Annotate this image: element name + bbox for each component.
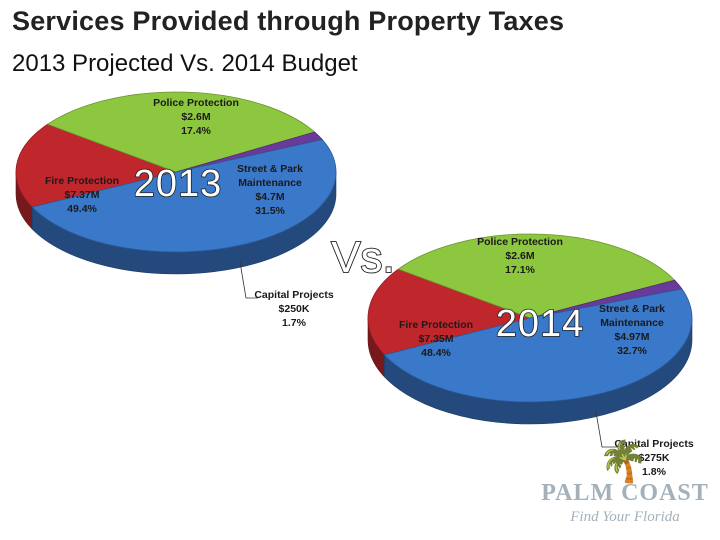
slice-label-name: Police Protection [477,236,563,248]
slice-label-amount: $7.35M [418,333,453,345]
slice-label-name: Street & Park [599,303,665,315]
slice-label-amount: $4.97M [614,331,649,343]
slice-label-name: Maintenance [600,317,664,329]
vs-label: Vs. [331,233,395,282]
slice-label-2013-2: Capital Projects $250K 1.7% [254,289,334,329]
pie-slice-2013-1 [46,91,316,173]
slice-label-2013-1: Street & Park Maintenance $4.7M 31.5% [237,163,303,217]
slice-label-amount: $4.7M [255,191,284,203]
slice-label-amount: $275K [639,452,670,464]
pie-slice-2013-3 [31,139,337,253]
logo-tagline: Find Your Florida [570,509,680,525]
slice-label-2014-1: Street & Park Maintenance $4.97M 32.7% [599,303,665,357]
slice-label-percent_label: 1.7% [282,317,307,329]
slice-label-percent_label: 31.5% [255,205,285,217]
slice-label-name: Capital Projects [254,289,334,301]
slice-label-2014-0: Police Protection $2.6M 17.1% [477,236,563,276]
slice-label-name: Maintenance [238,177,302,189]
palm-tree-icon: 🌴 [598,439,648,485]
slice-label-percent_label: 32.7% [617,345,647,357]
leader-line-2014 [595,411,620,448]
year-label-2013: 2013 [134,163,223,205]
slice-label-percent_label: 49.4% [67,203,97,215]
year-label-2014: 2014 [496,303,585,345]
slice-label-percent_label: 48.4% [421,347,451,359]
palm-coast-logo: 🌴 PALM COAST Find Your Florida [540,440,710,535]
page-title: Services Provided through Property Taxes [12,6,565,36]
slice-label-amount: $250K [279,303,310,315]
slice-label-amount: $7.37M [64,189,99,201]
pie-slice-2013-0 [15,123,178,208]
slice-label-name: Street & Park [237,163,303,175]
slice-label-2013-3: Fire Protection $7.37M 49.4% [45,175,119,215]
slice-label-name: Fire Protection [399,319,473,331]
pie-slice-2014-1 [397,233,676,319]
slice-label-name: Capital Projects [614,438,694,450]
slice-label-amount: $2.6M [505,250,534,262]
logo-brand: PALM COAST [541,480,709,506]
pie-slice-2014-0 [367,268,532,356]
pie-chart-2013: 2013 Police Protection $2.6M 17.4% Street & … [15,91,337,329]
slice-label-2014-2: Capital Projects $275K 1.8% [614,438,694,478]
slice-label-percent_label: 17.1% [505,264,535,276]
leader-line-2013 [239,261,258,299]
slice-label-name: Police Protection [153,97,239,109]
slice-label-percent_label: 1.8% [642,466,667,478]
slice-label-percent_label: 17.4% [181,125,211,137]
pie-slice-2014-3 [383,288,693,403]
slice-label-2014-3: Fire Protection $7.35M 48.4% [399,319,473,359]
slice-label-name: Fire Protection [45,175,119,187]
page-subtitle: 2013 Projected Vs. 2014 Budget [12,50,358,77]
slice-label-amount: $2.6M [181,111,210,123]
slice-label-2013-0: Police Protection $2.6M 17.4% [153,97,239,137]
pie-chart-2014: 2014 Police Protection $2.6M 17.1% Street & … [367,233,694,478]
